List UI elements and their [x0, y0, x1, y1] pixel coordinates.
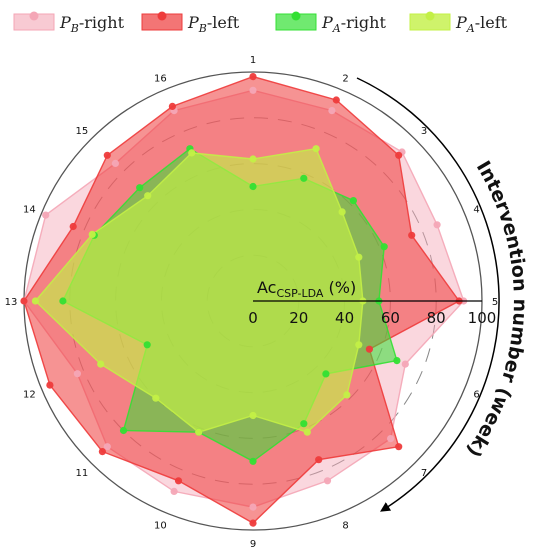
data-point	[73, 370, 81, 378]
spoke-label: 11	[76, 468, 89, 479]
data-point	[355, 341, 363, 349]
spoke-label: 7	[421, 468, 427, 479]
radial-tick-label: 20	[289, 309, 308, 327]
radial-axis: 0 20 40 60 80 100 AcCSP-LDA (%)	[248, 278, 496, 327]
data-point	[401, 360, 409, 368]
spoke-label: 12	[23, 390, 36, 401]
data-point	[249, 503, 257, 511]
data-point	[249, 86, 257, 94]
data-point	[31, 297, 39, 305]
data-point	[152, 394, 160, 402]
data-point	[303, 428, 311, 436]
data-point	[387, 435, 395, 443]
legend-item: PB-right	[13, 11, 125, 35]
data-point	[393, 357, 401, 365]
legend-item: PA-right	[275, 11, 386, 35]
spoke-label: 15	[76, 126, 89, 137]
spoke-label: 10	[154, 521, 167, 532]
data-point	[136, 184, 144, 192]
data-point	[322, 370, 330, 378]
data-point	[249, 73, 257, 81]
data-point	[312, 145, 320, 153]
series-points	[20, 73, 468, 527]
spoke-label: 9	[250, 539, 256, 550]
data-point	[20, 297, 28, 305]
spoke-label: 6	[473, 390, 479, 401]
data-point	[46, 381, 54, 389]
data-point	[343, 391, 351, 399]
radial-tick-label: 80	[427, 309, 446, 327]
data-point	[98, 448, 106, 456]
data-point	[355, 253, 363, 261]
legend-marker	[157, 11, 167, 21]
data-point	[395, 151, 403, 159]
arc-arrow	[356, 77, 500, 512]
data-point	[249, 519, 257, 527]
data-point	[88, 230, 96, 238]
data-point	[249, 155, 257, 163]
spoke-label: 4	[473, 204, 479, 215]
spoke-label: 16	[154, 73, 167, 84]
data-point	[349, 197, 357, 205]
data-point	[188, 149, 196, 157]
series-polygons	[23, 75, 465, 524]
legend-label: PB-right	[59, 13, 125, 35]
data-point	[300, 420, 308, 428]
data-point	[433, 221, 441, 229]
legend: PB-right PB-left PA-right PA-left	[13, 11, 508, 35]
data-point	[174, 477, 183, 485]
radial-tick-label: 0	[248, 309, 258, 327]
data-point	[249, 457, 257, 465]
data-point	[249, 411, 257, 420]
radial-axis-title: AcCSP-LDA (%)	[257, 278, 356, 300]
data-point	[332, 96, 340, 104]
data-point	[408, 231, 416, 239]
data-point	[103, 443, 111, 451]
data-point	[300, 174, 308, 182]
data-point	[42, 211, 50, 219]
legend-marker	[29, 11, 39, 21]
data-point	[365, 345, 373, 353]
data-point	[315, 456, 323, 464]
legend-marker	[425, 11, 435, 21]
legend-label: PA-right	[321, 13, 386, 35]
data-point	[111, 159, 119, 167]
data-point	[168, 102, 176, 110]
data-point	[395, 443, 403, 451]
legend-marker	[291, 11, 301, 21]
spoke-label: 14	[23, 204, 36, 215]
spoke-label: 13	[5, 297, 18, 308]
radial-tick-label: 100	[468, 309, 497, 327]
data-point	[119, 426, 128, 435]
data-point	[338, 208, 346, 216]
data-point	[328, 107, 336, 115]
data-point	[144, 192, 152, 200]
spoke-label: 5	[492, 297, 498, 308]
data-point	[59, 297, 67, 305]
data-point	[143, 341, 151, 349]
spoke-label: 2	[342, 73, 348, 84]
spoke-label: 3	[421, 126, 427, 137]
spoke-label: 1	[250, 55, 256, 66]
legend-label: PA-left	[455, 13, 508, 35]
legend-item: PB-left	[141, 11, 240, 35]
spoke-label: 8	[342, 521, 348, 532]
data-point	[195, 428, 203, 436]
radial-tick-label: 40	[335, 309, 354, 327]
data-point	[170, 487, 178, 495]
legend-label: PB-left	[187, 13, 240, 35]
data-point	[69, 222, 77, 231]
data-point	[249, 182, 257, 191]
data-point	[97, 360, 105, 368]
legend-item: PA-left	[409, 11, 508, 35]
radial-tick-label: 60	[381, 309, 400, 327]
data-point	[380, 243, 388, 251]
data-point	[323, 477, 332, 485]
data-point	[103, 151, 111, 159]
